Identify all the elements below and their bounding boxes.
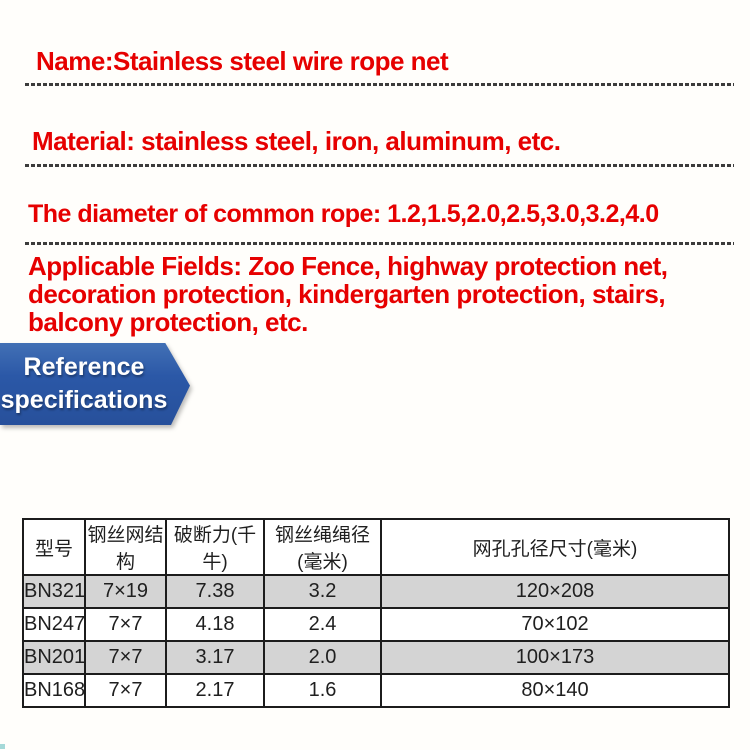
header-mesh-structure: 钢丝网结构 <box>84 518 167 576</box>
ribbon-label-line-1: Reference <box>23 353 145 381</box>
cell-structure: 7×19 <box>84 574 167 609</box>
applicable-fields-line-2: decoration protection, kindergarten prot… <box>28 279 666 309</box>
dashed-divider <box>25 83 734 86</box>
reference-specifications-ribbon: Reference specifications <box>0 343 190 425</box>
applicable-fields-block: Applicable Fields: Zoo Fence, highway pr… <box>28 251 668 337</box>
header-model: 型号 <box>22 518 86 576</box>
cell-breaking-force: 2.17 <box>165 673 265 708</box>
table-row: BN20100 7×7 3.17 2.0 100×173 <box>22 640 730 675</box>
dashed-divider <box>25 164 734 167</box>
header-breaking-force: 破断力(千牛) <box>165 518 265 576</box>
cell-mesh-aperture: 70×102 <box>380 607 730 642</box>
cell-structure: 7×7 <box>84 607 167 642</box>
cell-mesh-aperture: 100×173 <box>380 640 730 675</box>
cell-breaking-force: 7.38 <box>165 574 265 609</box>
header-rope-diameter: 钢丝绳绳径(毫米) <box>263 518 382 576</box>
material-line: Material: stainless steel, iron, aluminu… <box>32 126 561 156</box>
cell-model: BN32120 <box>22 574 86 609</box>
dashed-divider <box>25 242 734 245</box>
product-name-line: Name:Stainless steel wire rope net <box>36 46 449 76</box>
cell-breaking-force: 3.17 <box>165 640 265 675</box>
table-row: BN2470 7×7 4.18 2.4 70×102 <box>22 607 730 642</box>
cell-rope-diameter: 1.6 <box>263 673 382 708</box>
table-row: BN32120 7×19 7.38 3.2 120×208 <box>22 574 730 609</box>
cell-rope-diameter: 2.4 <box>263 607 382 642</box>
cell-rope-diameter: 2.0 <box>263 640 382 675</box>
table-header-row: 型号 钢丝网结构 破断力(千牛) 钢丝绳绳径(毫米) 网孔孔径尺寸(毫米) <box>22 518 730 576</box>
cell-model: BN1680 <box>22 673 86 708</box>
cell-breaking-force: 4.18 <box>165 607 265 642</box>
cell-structure: 7×7 <box>84 640 167 675</box>
cell-model: BN2470 <box>22 607 86 642</box>
specification-table: 型号 钢丝网结构 破断力(千牛) 钢丝绳绳径(毫米) 网孔孔径尺寸(毫米) BN… <box>22 518 730 708</box>
ribbon-label-line-2: specifications <box>0 386 168 414</box>
header-mesh-aperture: 网孔孔径尺寸(毫米) <box>380 518 730 576</box>
corner-artifact-mark <box>0 744 5 749</box>
cell-mesh-aperture: 120×208 <box>380 574 730 609</box>
table-row: BN1680 7×7 2.17 1.6 80×140 <box>22 673 730 708</box>
rope-diameter-line: The diameter of common rope: 1.2,1.5,2.0… <box>28 200 659 228</box>
cell-structure: 7×7 <box>84 673 167 708</box>
ribbon-shape: Reference specifications <box>0 343 190 425</box>
cell-mesh-aperture: 80×140 <box>380 673 730 708</box>
applicable-fields-line-1: Applicable Fields: Zoo Fence, highway pr… <box>28 251 668 281</box>
cell-model: BN20100 <box>22 640 86 675</box>
cell-rope-diameter: 3.2 <box>263 574 382 609</box>
applicable-fields-line-3: balcony protection, etc. <box>28 307 308 337</box>
